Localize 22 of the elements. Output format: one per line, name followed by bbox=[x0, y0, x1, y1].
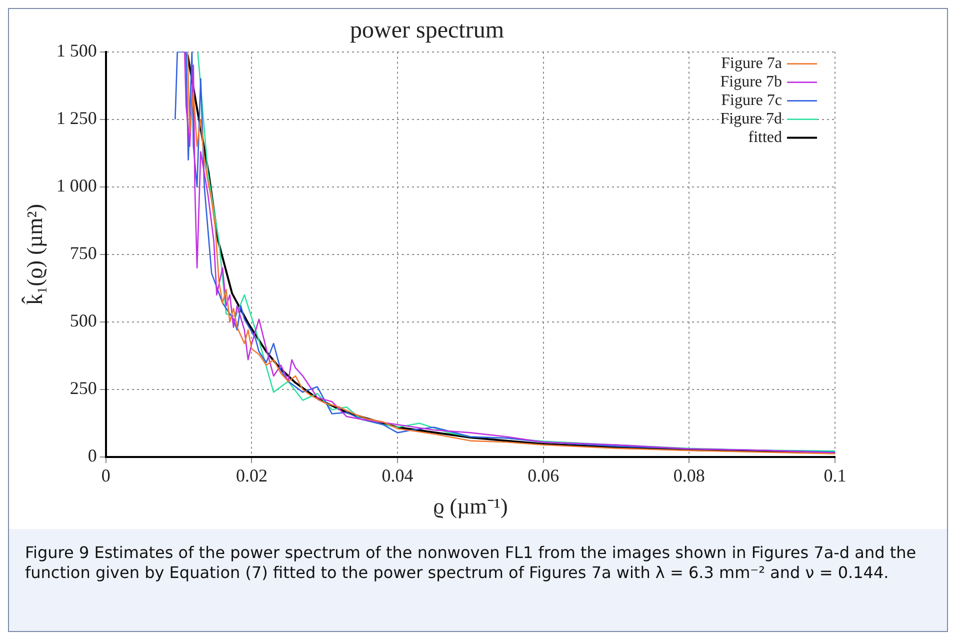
y-tick-label: 750 bbox=[70, 243, 97, 264]
x-tick-label: 0 bbox=[101, 466, 110, 486]
y-tick-label: 0 bbox=[88, 446, 97, 466]
y-tick-label: 1 000 bbox=[56, 176, 97, 196]
x-tick-label: 0.04 bbox=[382, 466, 414, 486]
legend-label: Figure 7a bbox=[721, 55, 782, 72]
y-tick-label: 1 250 bbox=[56, 108, 97, 128]
legend-label: Figure 7d bbox=[720, 110, 782, 128]
chart-title: power spectrum bbox=[350, 18, 504, 44]
y-tick-label: 250 bbox=[70, 378, 97, 398]
caption: Figure 9 Estimates of the power spectrum of the nonwoven FL1 from the images shown in Figures 7a-d and the function given by Equation (7) fitted to the power spectrum of Figures 7a with λ = 6.3 mm⁻² and ν = 0.144. bbox=[25, 543, 918, 583]
y-axis-title: k̂₁(ϱ) (µm²) bbox=[20, 204, 47, 305]
legend-label: Figure 7c bbox=[721, 92, 782, 110]
y-tick-label: 1 500 bbox=[56, 40, 97, 61]
legend-label: Figure 7b bbox=[720, 74, 782, 91]
legend-label: fitted bbox=[748, 129, 782, 146]
y-tick-label: 500 bbox=[70, 310, 97, 331]
x-tick-label: 0.08 bbox=[673, 466, 705, 486]
x-tick-label: 0.06 bbox=[528, 466, 560, 486]
x-tick-label: 0.1 bbox=[824, 466, 846, 486]
x-tick-label: 0.02 bbox=[236, 466, 268, 486]
x-axis-title: ϱ (µm⁻¹) bbox=[433, 494, 508, 519]
